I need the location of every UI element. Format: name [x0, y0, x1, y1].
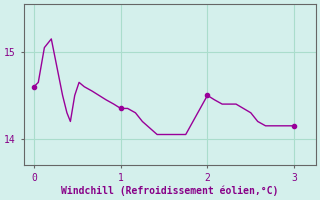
X-axis label: Windchill (Refroidissement éolien,°C): Windchill (Refroidissement éolien,°C)	[61, 185, 278, 196]
